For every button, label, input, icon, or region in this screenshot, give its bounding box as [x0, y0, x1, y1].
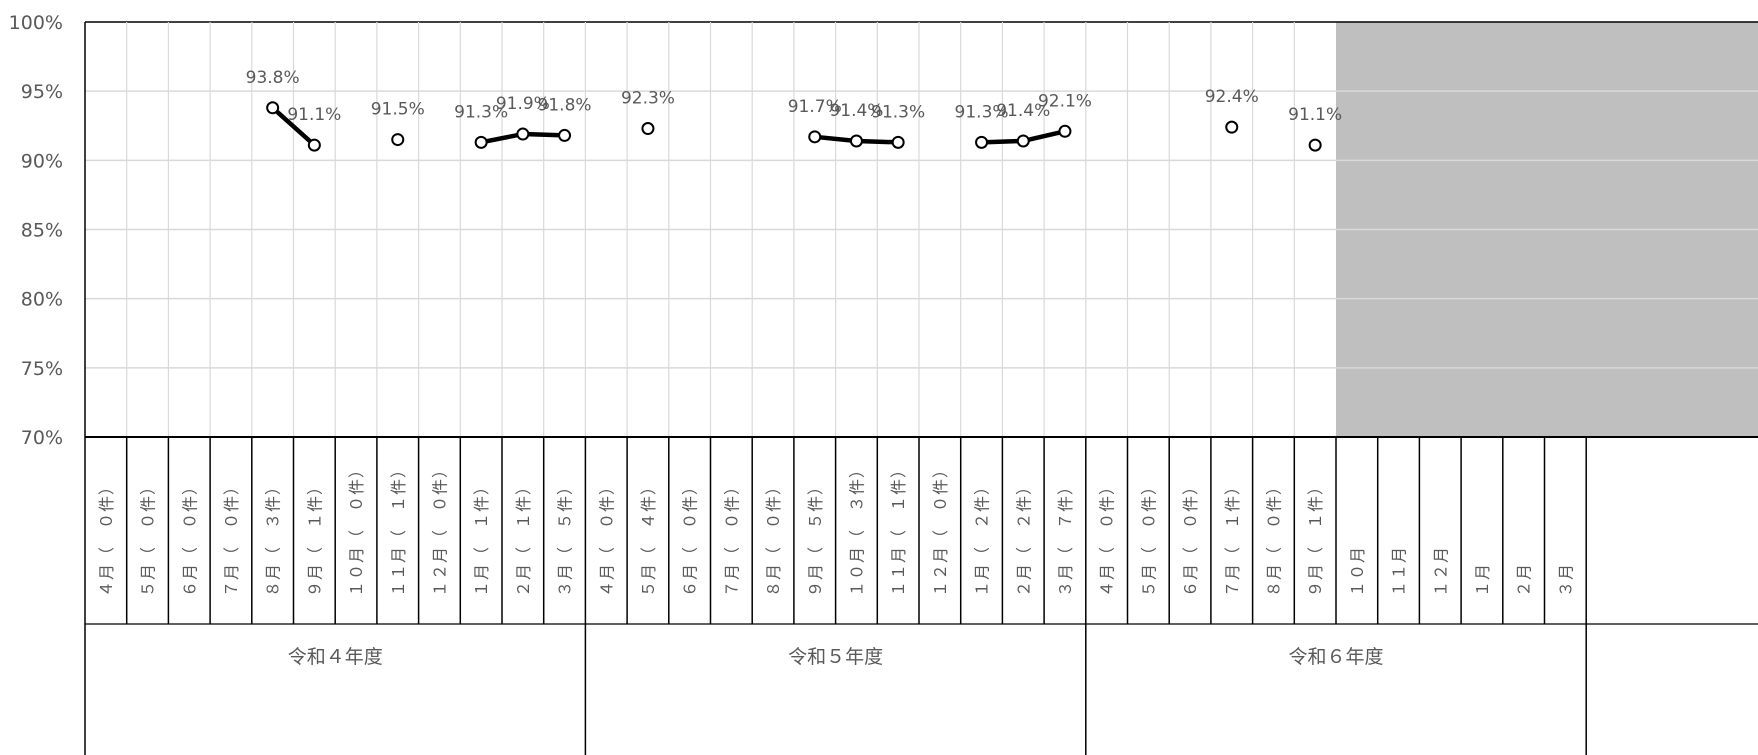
series-segment: [520, 131, 567, 138]
series-segment: [979, 138, 1026, 145]
x-category-label: １１月（ １件）: [889, 461, 908, 597]
series-markers: [266, 101, 1322, 152]
data-point: [558, 128, 572, 142]
x-category-label: １０月（ ０件）: [347, 461, 366, 597]
axes: [84, 22, 1758, 755]
x-category-label: ５月（ ０件）: [139, 478, 158, 597]
data-point: [808, 130, 822, 144]
x-category-label: ８月（ ３件）: [264, 478, 283, 597]
data-point: [1308, 138, 1322, 152]
data-label: 91.4%: [996, 101, 1050, 121]
data-point: [849, 134, 863, 148]
data-label: 91.3%: [955, 102, 1009, 122]
data-point: [1225, 120, 1239, 134]
x-category-label: ６月（ ０件）: [180, 478, 199, 597]
group-label: 令和５年度: [788, 646, 883, 668]
x-category-label: ３月（ ７件）: [1056, 478, 1075, 597]
x-category-label: ２月（ １件）: [514, 478, 533, 597]
x-category-label: ８月（ ０件）: [1264, 478, 1283, 597]
data-point: [266, 101, 280, 115]
x-category-label: ６月（ ０件）: [1181, 478, 1200, 597]
data-label: 92.3%: [621, 89, 675, 109]
x-category-label: １１月（ １件）: [389, 461, 408, 597]
x-category-label: ６月（ ０件）: [681, 478, 700, 597]
x-category-label: １月（ １件）: [472, 478, 491, 597]
data-label: 91.1%: [287, 105, 341, 125]
series-segment: [478, 131, 526, 145]
data-label: 93.8%: [246, 68, 300, 88]
data-point: [474, 135, 488, 149]
data-label: 92.4%: [1205, 87, 1259, 107]
group-label: 令和４年度: [288, 646, 383, 668]
x-category-label: ４月（ ０件）: [97, 478, 116, 597]
x-category-label: ２月: [1515, 563, 1534, 597]
y-tick-label: 75%: [21, 358, 63, 380]
x-category-label: １２月（ ０件）: [931, 461, 950, 597]
data-labels: 93.8%91.1% 91.5% 91.3%91.9%91.8% 92.3% 91.7%…: [246, 68, 1343, 125]
data-label: 91.3%: [871, 102, 925, 122]
x-category-label: ５月（ ０件）: [1139, 478, 1158, 597]
x-category-label: ３月: [1556, 563, 1575, 597]
y-axis-tick-labels: 70% 75% 80% 85% 90% 95% 100%: [9, 12, 63, 449]
x-axis-category-labels: ４月（ ０件） ５月（ ０件） ６月（ ０件） ７月（ ０件） ８月（ ３件） ９月（ １…: [97, 461, 1575, 597]
series-segment: [1021, 129, 1068, 144]
x-category-label: １２月（ ０件）: [430, 461, 449, 597]
x-category-label: ５月（ ４件）: [639, 478, 658, 597]
data-point: [516, 127, 530, 141]
x-category-label: ７月（ １件）: [1223, 478, 1242, 597]
x-category-label: ４月（ ０件）: [1098, 478, 1117, 597]
series-segment: [854, 138, 901, 145]
data-label: 91.5%: [371, 100, 425, 120]
x-category-label: ７月（ ０件）: [222, 478, 241, 597]
x-category-label: ７月（ ０件）: [722, 478, 741, 597]
data-label: 91.9%: [496, 94, 550, 114]
data-point: [891, 135, 905, 149]
data-point: [307, 138, 321, 152]
data-label: 91.3%: [454, 102, 508, 122]
y-tick-label: 85%: [21, 220, 63, 242]
series-segment: [812, 134, 859, 144]
data-label: 91.7%: [788, 97, 842, 117]
x-category-label: ４月（ ０件）: [597, 478, 616, 597]
data-point: [641, 122, 655, 136]
data-label: 91.4%: [829, 101, 883, 121]
data-label: 92.1%: [1038, 91, 1092, 111]
data-point: [975, 135, 989, 149]
x-category-label: ２月（ ２件）: [1014, 478, 1033, 597]
y-tick-label: 95%: [21, 81, 63, 103]
x-category-label: ９月（ １件）: [1306, 478, 1325, 597]
x-category-label: １１月: [1390, 546, 1409, 597]
data-label: 91.8%: [538, 95, 592, 115]
x-category-label: １月（ ２件）: [973, 478, 992, 597]
fiscal-year-group-labels: 令和４年度 令和５年度 令和６年度: [288, 646, 1384, 668]
y-tick-label: 90%: [21, 150, 63, 172]
x-category-label: ３月（ ５件）: [556, 478, 575, 597]
data-point: [1016, 134, 1030, 148]
data-label: 91.1%: [1288, 105, 1342, 125]
y-tick-label: 70%: [21, 427, 63, 449]
group-label: 令和６年度: [1288, 646, 1383, 668]
data-point: [1058, 124, 1072, 138]
x-category-label: １０月: [1348, 546, 1367, 597]
data-point: [391, 133, 405, 147]
grid-lines: [85, 21, 1758, 437]
x-category-label: １０月（ ３件）: [847, 461, 866, 597]
series-lines: [270, 105, 1068, 148]
x-category-label: １月: [1473, 563, 1492, 597]
x-category-label: ９月（ ５件）: [806, 478, 825, 597]
series-segment: [270, 105, 317, 148]
y-tick-label: 80%: [21, 289, 63, 311]
x-category-label: ８月（ ０件）: [764, 478, 783, 597]
x-category-label: ９月（ １件）: [305, 478, 324, 597]
y-tick-label: 100%: [9, 12, 63, 34]
x-category-label: １２月: [1431, 546, 1450, 597]
